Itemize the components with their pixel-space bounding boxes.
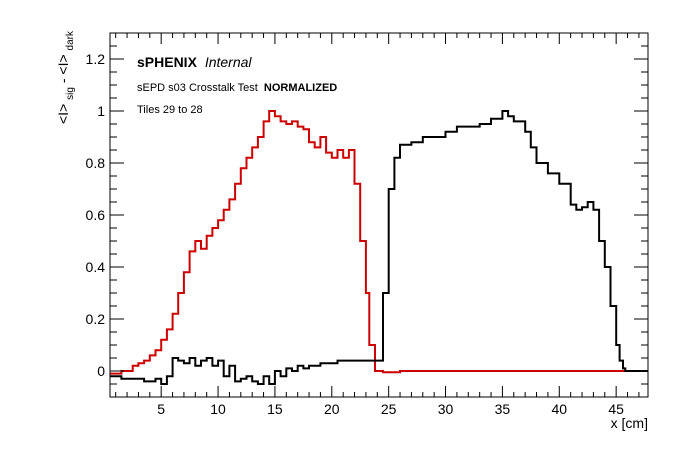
y-label-base1: <I> <box>55 104 71 124</box>
brand-status-label: Internal <box>205 54 253 70</box>
x-tick-label: 10 <box>210 401 226 417</box>
x-tick-label: 30 <box>438 401 454 417</box>
y-tick-label: 0.2 <box>86 311 106 327</box>
y-tick-label: 0.8 <box>86 155 106 171</box>
x-axis-label: x [cm] <box>611 415 648 431</box>
test-mode-label: NORMALIZED <box>264 82 337 94</box>
series-line-1 <box>110 110 648 375</box>
x-tick-label: 25 <box>381 401 397 417</box>
y-tick-label: 0 <box>97 363 105 379</box>
x-tick-label: 35 <box>495 401 511 417</box>
x-tick-label: 20 <box>324 401 340 417</box>
series-layer <box>110 110 648 385</box>
tiles-label: Tiles 29 to 28 <box>137 104 203 116</box>
y-tick-label: 0.4 <box>86 259 106 275</box>
y-label-sep: - <box>55 75 71 84</box>
y-tick-label: 1.2 <box>86 51 106 67</box>
y-tick-label: 1 <box>97 103 105 119</box>
test-title-label: sEPD s03 Crosstalk Test <box>137 82 258 94</box>
y-label-sub1: sig <box>65 87 76 100</box>
x-tick-label: 40 <box>551 401 567 417</box>
y-label-base2: <I> <box>55 54 71 74</box>
y-tick-label: 0.6 <box>86 207 106 223</box>
test-title-text: sEPD s03 Crosstalk Test NORMALIZED <box>137 82 337 94</box>
brand-text: sPHENIX Internal <box>137 54 252 70</box>
x-tick-label: 45 <box>608 401 624 417</box>
ticks-layer: 5 10 15 20 25 30 35 40 45 0 0.2 0.4 0.6 0.8 1 1.2 <box>86 32 648 417</box>
series-line-2 <box>110 110 648 385</box>
brand-label: sPHENIX <box>137 54 198 70</box>
y-axis-label: <I> sig - <I> dark <box>55 30 76 124</box>
x-tick-label: 5 <box>157 401 165 417</box>
y-label-sub2: dark <box>65 30 76 50</box>
x-tick-label: 15 <box>267 401 283 417</box>
